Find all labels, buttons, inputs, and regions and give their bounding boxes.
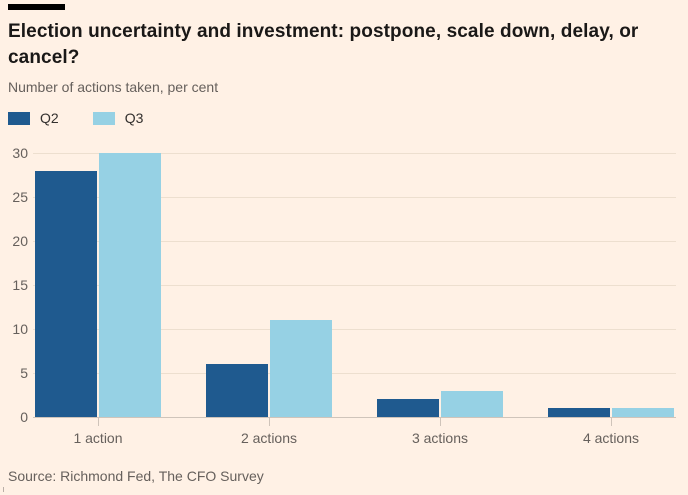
ft-top-rule: [8, 4, 65, 10]
y-tick-label: 30: [12, 145, 28, 161]
bar-q3-3-actions: [441, 390, 503, 417]
gridline: [33, 329, 676, 330]
y-tick-label: 0: [20, 409, 28, 425]
chart-title: Election uncertainty and investment: pos…: [8, 21, 639, 68]
x-axis-tick: [611, 418, 612, 426]
legend-swatch-q3: [92, 111, 115, 125]
legend-item-q3: Q3: [92, 110, 144, 126]
y-tick-label: 20: [12, 233, 28, 249]
x-tick-label: 2 actions: [240, 430, 298, 446]
bar-q3-1-action: [99, 153, 161, 417]
source-note: Source: Richmond Fed, The CFO Survey: [8, 468, 264, 484]
y-tick-label: 25: [12, 189, 28, 205]
chart-subtitle: Number of actions taken, per cent: [8, 79, 219, 95]
bar-q3-4-actions: [612, 408, 674, 417]
bar-q2-4-actions: [548, 408, 610, 417]
x-axis-tick: [269, 418, 270, 426]
x-tick-label: 1 action: [73, 430, 123, 446]
x-tick-label: 4 actions: [582, 430, 640, 446]
y-tick-label: 5: [20, 365, 28, 381]
x-tick-label: 3 actions: [411, 430, 469, 446]
screenshot-artifact-mark: [3, 487, 4, 492]
gridline: [33, 241, 676, 242]
legend-label: Q3: [124, 110, 144, 126]
x-axis-line: [33, 417, 676, 418]
legend-label: Q2: [40, 110, 59, 126]
legend-swatch-q2: [8, 111, 30, 125]
bar-q2-1-action: [35, 170, 97, 417]
gridline: [33, 285, 676, 286]
bar-q3-2-actions: [270, 320, 332, 417]
legend: Q2 Q3: [8, 110, 143, 126]
gridline: [33, 153, 676, 154]
legend-item-q2: Q2: [8, 110, 59, 126]
bar-q2-2-actions: [206, 364, 268, 417]
y-tick-label: 10: [12, 321, 28, 337]
bar-q2-3-actions: [377, 399, 439, 417]
gridline: [33, 197, 676, 198]
y-tick-label: 15: [12, 277, 28, 293]
x-axis-tick: [440, 418, 441, 426]
gridline: [33, 373, 676, 374]
x-axis-tick: [98, 418, 99, 426]
